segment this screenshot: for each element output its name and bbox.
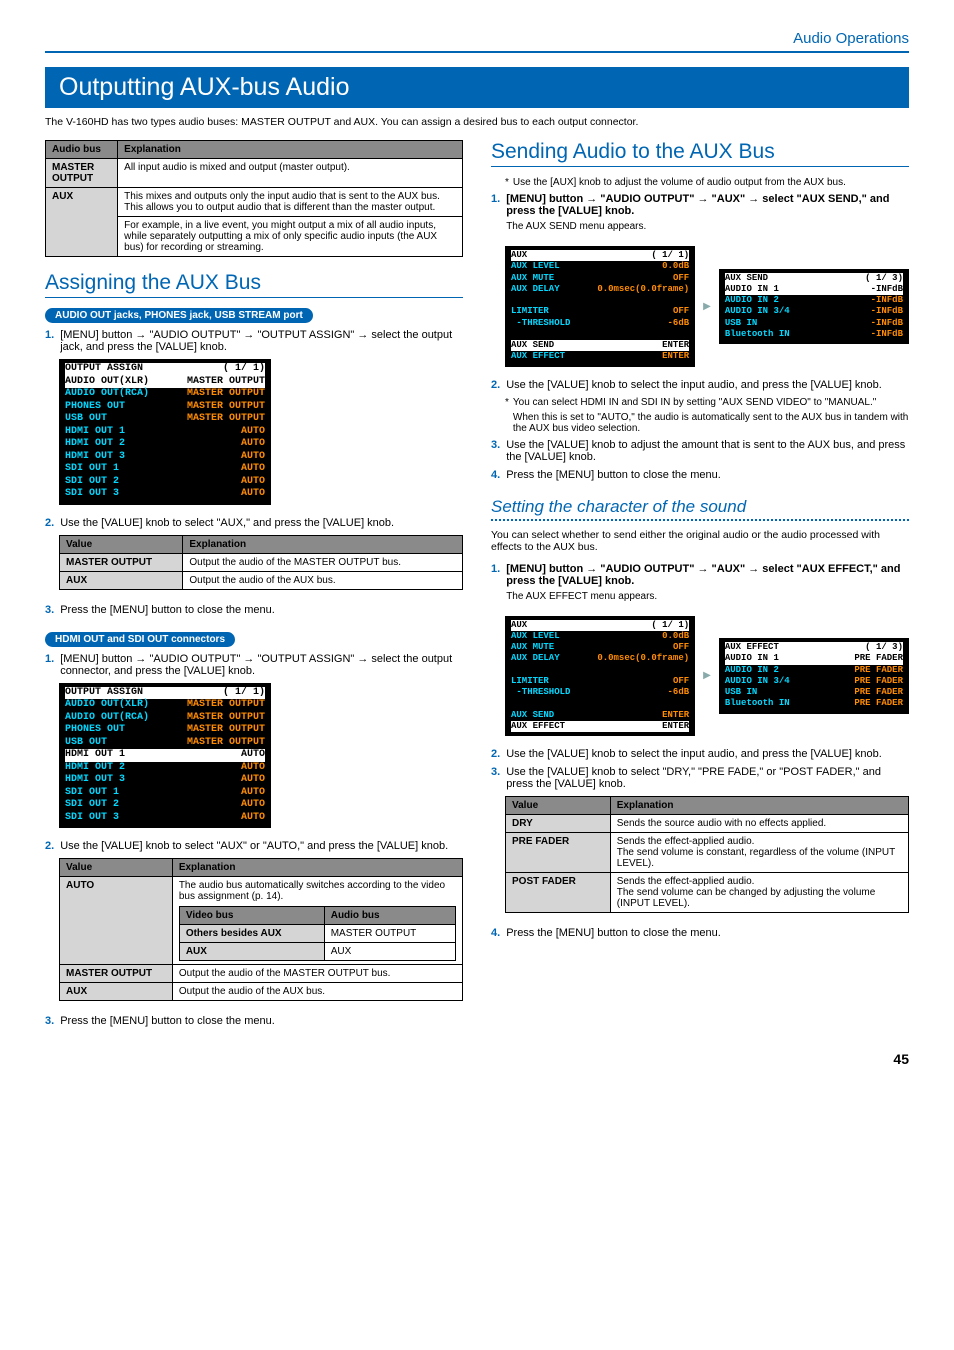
assign-step2: Use the [VALUE] knob to select "AUX," an… [60,517,463,529]
assign2-step1: [MENU] button → "AUDIO OUTPUT" → "OUTPUT… [60,653,463,677]
arrow-icon: ▶ [703,301,711,312]
assign2-step3: Press the [MENU] button to close the men… [60,1015,463,1027]
step-num: 4. [491,927,500,939]
osd-aux-effect-right: AUX EFFECT( 1/ 3)AUDIO IN 1PRE FADERAUDI… [719,638,909,714]
right-column: Sending Audio to the AUX Bus * Use the [… [491,140,909,1033]
intro-text: The V-160HD has two types audio buses: M… [45,116,909,128]
step-num: 1. [491,563,500,610]
sending-note2b: When this is set to "AUTO," the audio is… [513,412,909,434]
arrow-icon: ▶ [703,670,711,681]
step-num: 3. [45,604,54,616]
step-num: 3. [45,1015,54,1027]
vt2-auto: AUTO [60,877,173,965]
pill-hdmi-sdi: HDMI OUT and SDI OUT connectors [45,632,235,647]
bus-table-h2: Explanation [118,141,463,159]
osd-aux-left: AUX( 1/ 1)AUX LEVEL0.0dBAUX MUTEOFFAUX D… [505,246,695,367]
sending-note1: Use the [AUX] knob to adjust the volume … [513,177,846,188]
step-num: 3. [491,766,500,790]
osd-output-assign-2: OUTPUT ASSIGN( 1/ 1)AUDIO OUT(XLR)MASTER… [59,683,271,829]
char-step2: Use the [VALUE] knob to select the input… [506,748,909,760]
bus-table-h1: Audio bus [46,141,118,159]
pill-audio-out: AUDIO OUT jacks, PHONES jack, USB STREAM… [45,308,313,323]
note-star: * [505,177,509,188]
assign-title: Assigning the AUX Bus [45,271,463,298]
step-num: 2. [45,517,54,529]
bus-aux-exp1: This mixes and outputs only the input au… [118,188,463,217]
vt2-r1c1: MASTER OUTPUT [60,965,173,983]
cvt-r2c1: PRE FADER [506,833,611,873]
assign-step1: [MENU] button → "AUDIO OUTPUT" → "OUTPUT… [60,329,463,353]
sending-step4: Press the [MENU] button to close the men… [506,469,909,481]
cvt-h2: Explanation [610,797,908,815]
step-num: 1. [491,193,500,240]
bus-aux-label: AUX [46,188,118,257]
dotted-rule [491,519,909,521]
cvt-r1c2: Sends the source audio with no effects a… [610,815,908,833]
vt2-r2c2: Output the audio of the AUX bus. [172,983,462,1001]
bus-aux-exp2: For example, in a live event, you might … [118,217,463,257]
char-step1: [MENU] button → "AUDIO OUTPUT" → "AUX" →… [506,563,909,587]
char-step4: Press the [MENU] button to close the men… [506,927,909,939]
char-step1-after: The AUX EFFECT menu appears. [506,591,909,602]
character-title: Setting the character of the sound [491,497,909,517]
vt2n-r1c2: MASTER OUTPUT [324,925,455,943]
cvt-r1c1: DRY [506,815,611,833]
cvt-h1: Value [506,797,611,815]
step-num: 1. [45,329,54,353]
vt1-r2c2: Output the audio of the AUX bus. [183,571,463,589]
sending-step2: Use the [VALUE] knob to select the input… [506,379,909,391]
osd-pair-effect: AUX( 1/ 1)AUX LEVEL0.0dBAUX MUTEOFFAUX D… [505,616,909,737]
step-num: 2. [491,748,500,760]
step-num: 1. [45,653,54,677]
value-table-2: ValueExplanation AUTO The audio bus auto… [59,858,463,1001]
vt2n-h2: Audio bus [324,907,455,925]
vt2n-h1: Video bus [179,907,324,925]
vt2n-r1c1: Others besides AUX [179,925,324,943]
vt2n-r2c2: AUX [324,943,455,961]
vt1-r1c1: MASTER OUTPUT [60,553,183,571]
vt2n-r2c1: AUX [179,943,324,961]
vt1-r1c2: Output the audio of the MASTER OUTPUT bu… [183,553,463,571]
osd-aux-send-right: AUX SEND( 1/ 3)AUDIO IN 1-INFdBAUDIO IN … [719,269,909,345]
assign2-step2: Use the [VALUE] knob to select "AUX" or … [60,840,463,852]
page-title: Outputting AUX-bus Audio [45,67,909,108]
step-num: 4. [491,469,500,481]
note-star: * [505,397,509,434]
header-section-title: Audio Operations [45,30,909,53]
cvt-r2c2: Sends the effect-applied audio. The send… [610,833,908,873]
cvt-r3c2: Sends the effect-applied audio. The send… [610,873,908,913]
vt2-h1: Value [60,859,173,877]
osd-aux-left-2: AUX( 1/ 1)AUX LEVEL0.0dBAUX MUTEOFFAUX D… [505,616,695,737]
page-number: 45 [45,1051,909,1067]
osd-output-assign-1: OUTPUT ASSIGN( 1/ 1)AUDIO OUT(XLR)MASTER… [59,359,271,505]
osd-pair-send: AUX( 1/ 1)AUX LEVEL0.0dBAUX MUTEOFFAUX D… [505,246,909,367]
left-column: Audio bus Explanation MASTER OUTPUT All … [45,140,463,1033]
vt2-h2: Explanation [172,859,462,877]
vt1-h2: Explanation [183,535,463,553]
sending-step3: Use the [VALUE] knob to adjust the amoun… [506,439,909,463]
value-table-1: ValueExplanation MASTER OUTPUTOutput the… [59,535,463,590]
sending-step1-after: The AUX SEND menu appears. [506,221,909,232]
vt1-r2c1: AUX [60,571,183,589]
bus-master-exp: All input audio is mixed and output (mas… [118,159,463,188]
char-value-table: ValueExplanation DRYSends the source aud… [505,796,909,913]
character-intro: You can select whether to send either th… [491,529,909,553]
cvt-r3c1: POST FADER [506,873,611,913]
step-num: 2. [491,379,500,391]
assign-step3: Press the [MENU] button to close the men… [60,604,463,616]
char-step3: Use the [VALUE] knob to select "DRY," "P… [506,766,909,790]
vt2-r1c2: Output the audio of the MASTER OUTPUT bu… [172,965,462,983]
vt2-auto-cell: The audio bus automatically switches acc… [172,877,462,965]
vt2-auto-text: The audio bus automatically switches acc… [179,880,456,902]
bus-master-label: MASTER OUTPUT [46,159,118,188]
bus-table: Audio bus Explanation MASTER OUTPUT All … [45,140,463,257]
vt2-nested: Video busAudio bus Others besides AUXMAS… [179,906,456,961]
step-num: 3. [491,439,500,463]
sending-step1: [MENU] button → "AUDIO OUTPUT" → "AUX" →… [506,193,909,217]
vt1-h1: Value [60,535,183,553]
sending-note2a: You can select HDMI IN and SDI IN by set… [513,397,909,408]
sending-title: Sending Audio to the AUX Bus [491,140,909,167]
step-num: 2. [45,840,54,852]
vt2-r2c1: AUX [60,983,173,1001]
